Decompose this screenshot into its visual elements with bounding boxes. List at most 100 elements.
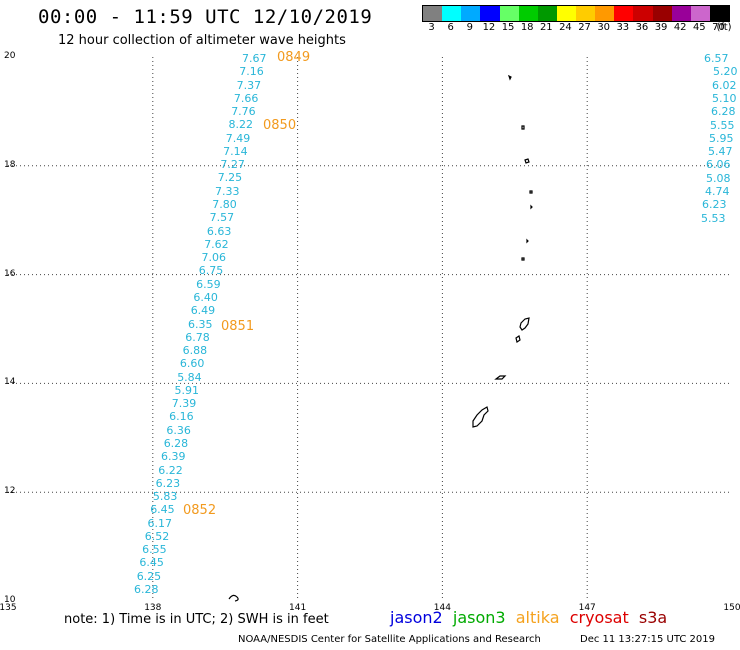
swh-value: 6.28: [134, 583, 159, 596]
island-saipan: [519, 317, 530, 331]
swh-value-east: 5.20: [713, 65, 738, 79]
swh-value-east: 6.28: [711, 105, 736, 119]
legend-swatch: [595, 6, 615, 21]
swh-value: 6.39: [161, 450, 186, 464]
latitude-label: 18: [4, 159, 16, 170]
swh-value: 6.88: [182, 344, 208, 358]
satellite-label-cryosat: cryosat: [569, 608, 639, 627]
legend-label: 24: [559, 22, 572, 33]
satellite-legend: jason2 jason3 altika cryosat s3a: [390, 608, 667, 627]
swh-value: 6.36: [166, 423, 191, 437]
swh-value-east: 5.08: [706, 171, 731, 185]
island-farallon: [507, 74, 512, 81]
swh-value-east: 6.06: [706, 158, 731, 172]
swh-value: 6.25: [136, 569, 162, 583]
legend-label: 21: [539, 22, 553, 33]
swh-value-east: 6.57: [704, 52, 729, 65]
swh-value: 5.83: [152, 490, 178, 504]
swh-value: 6.45: [139, 556, 164, 570]
legend-swatch: [614, 6, 634, 21]
island-palau-edge: [228, 594, 239, 602]
legend-unit: (ft): [716, 22, 732, 33]
longitude-label: 147: [578, 603, 596, 613]
legend-swatch: [461, 6, 481, 21]
legend-label: 33: [616, 22, 630, 33]
swh-value: 7.76: [231, 105, 256, 119]
legend-label: 15: [501, 22, 515, 33]
swh-value: 5.91: [174, 383, 200, 397]
swh-value: 7.33: [215, 184, 240, 198]
swh-value: 6.40: [193, 290, 218, 304]
legend-swatch: [499, 6, 519, 21]
swh-value: 6.59: [196, 277, 221, 291]
legend-swatch: [671, 6, 691, 21]
swh-value: 7.39: [171, 397, 197, 411]
generated-timestamp: Dec 11 13:27:15 UTC 2019: [580, 634, 715, 645]
swh-value: 7.14: [223, 144, 248, 158]
legend-labels: 3 6 9 12 15 18 21 24 27 30 33 36 39 42 45 70 (ft): [422, 22, 732, 34]
swh-value: 6.63: [206, 224, 232, 238]
swh-value: 6.60: [179, 357, 205, 371]
swh-value: 7.37: [236, 78, 262, 92]
swh-value: 6.78: [185, 330, 210, 344]
map-title: 00:00 - 11:59 UTC 12/10/2019: [38, 6, 373, 28]
lat-lon-grid: [8, 57, 732, 601]
organization-credit: NOAA/NESDIS Center for Satellite Applica…: [238, 634, 541, 645]
latitude-label: 16: [4, 268, 16, 279]
legend-swatch: [518, 6, 538, 21]
map-frame: [8, 57, 732, 601]
units-note: note: 1) Time is in UTC; 2) SWH is in fe…: [64, 612, 329, 627]
swh-value: 6.22: [158, 463, 183, 477]
swh-value-east: 5.10: [712, 91, 737, 105]
swh-value-east: 5.47: [708, 145, 733, 159]
swh-value: 6.75: [198, 264, 224, 278]
swh-value: 6.23: [155, 476, 181, 490]
longitude-label: 135: [0, 603, 17, 613]
swh-value-east: 6.02: [712, 78, 737, 92]
swh-value: 7.62: [204, 237, 229, 251]
swh-value-east: 5.95: [709, 131, 734, 145]
island-tinian: [515, 335, 521, 343]
legend-label: 12: [482, 22, 496, 33]
legend-swatch: [480, 6, 500, 21]
swh-value: 7.06: [201, 251, 227, 265]
island-agrihan: [529, 190, 533, 194]
latitude-label: 12: [4, 486, 16, 497]
longitude-label: 150: [723, 603, 740, 613]
legend-label: 42: [673, 22, 687, 33]
map-subtitle: 12 hour collection of altimeter wave hei…: [58, 33, 346, 48]
swh-value: 6.45: [150, 503, 175, 517]
island-asuncion: [524, 158, 530, 164]
legend-label: 6: [447, 22, 454, 33]
island-guguan: [521, 257, 525, 261]
legend-swatch: [633, 6, 653, 21]
swh-value: 7.66: [233, 91, 259, 105]
satellite-label-altika: altika: [515, 608, 570, 627]
swh-value-east: 4.74: [705, 185, 730, 198]
pass-time-label: 0851: [221, 319, 255, 334]
island-rota: [494, 375, 507, 380]
legend-label: 9: [466, 22, 473, 33]
swh-value: 6.28: [163, 436, 189, 450]
legend-swatch: [652, 6, 672, 21]
legend-swatch: [537, 6, 557, 21]
longitude-label: 138: [144, 603, 162, 613]
legend-swatch: [576, 6, 596, 21]
legend-swatch: [709, 6, 729, 21]
satellite-label-jason3: jason3: [452, 608, 516, 627]
swh-value: 6.16: [169, 410, 194, 424]
legend-label: 27: [578, 22, 591, 33]
swh-value: 7.67: [242, 52, 267, 65]
legend-swatch: [423, 6, 443, 21]
swh-value: 6.52: [144, 529, 170, 543]
island-alamagan: [526, 238, 529, 244]
swh-value: 7.27: [220, 158, 245, 172]
longitude-label: 141: [289, 603, 307, 613]
swh-value: 6.49: [190, 304, 216, 318]
swh-value-east: 5.55: [710, 118, 735, 132]
island-guam: [472, 406, 489, 428]
latitude-label: 20: [4, 51, 16, 61]
legend-label: 70: [712, 22, 725, 33]
latitude-label: 14: [4, 377, 16, 388]
